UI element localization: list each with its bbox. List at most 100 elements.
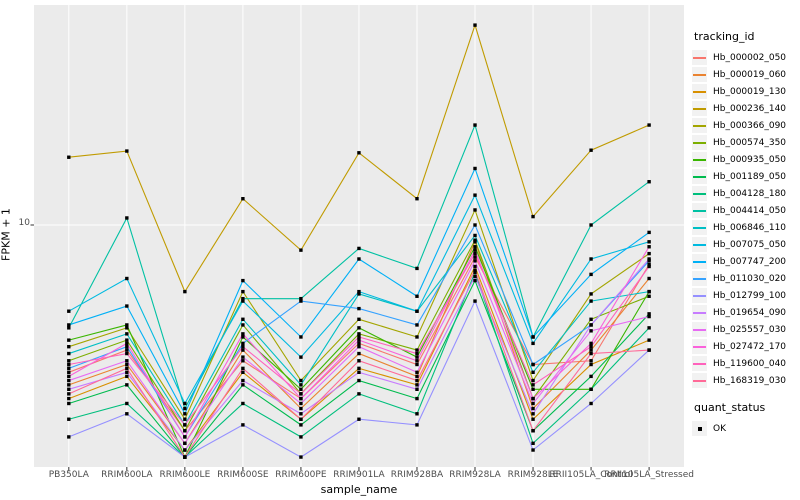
legend-label: OK bbox=[713, 423, 726, 434]
data-point bbox=[125, 338, 129, 342]
legend-label: Hb_019654_090 bbox=[713, 307, 787, 318]
legend-key bbox=[692, 169, 707, 184]
legend-key bbox=[692, 339, 707, 354]
data-point bbox=[125, 149, 129, 153]
data-point bbox=[183, 448, 187, 452]
data-point bbox=[67, 387, 71, 391]
data-point bbox=[183, 406, 187, 411]
data-point bbox=[67, 338, 71, 342]
data-point bbox=[531, 412, 535, 416]
legend-key bbox=[692, 152, 707, 167]
legend-row-Hb_000019_060: Hb_000019_060 bbox=[692, 66, 800, 83]
data-point bbox=[241, 296, 245, 301]
legend-row-Hb_119600_040: Hb_119600_040 bbox=[692, 355, 800, 372]
data-point bbox=[241, 355, 245, 359]
line-swatch-icon bbox=[693, 192, 706, 195]
data-point bbox=[357, 344, 361, 349]
data-point bbox=[589, 323, 593, 327]
data-point bbox=[473, 193, 477, 197]
data-point bbox=[241, 278, 245, 283]
data-point bbox=[589, 299, 593, 303]
data-point bbox=[473, 245, 477, 249]
line-swatch-icon bbox=[693, 345, 706, 348]
data-point bbox=[241, 197, 245, 201]
data-point bbox=[415, 323, 419, 327]
data-point bbox=[67, 309, 71, 313]
data-point bbox=[125, 344, 129, 349]
data-point bbox=[357, 341, 361, 346]
legend-label: Hb_025557_030 bbox=[713, 324, 787, 335]
legend-key bbox=[692, 271, 707, 286]
line-swatch-icon bbox=[693, 243, 706, 246]
data-point bbox=[589, 341, 593, 346]
legend-key bbox=[692, 101, 707, 116]
legend-key bbox=[692, 288, 707, 303]
data-point bbox=[473, 123, 477, 127]
data-point bbox=[531, 362, 535, 367]
data-point bbox=[647, 326, 651, 330]
line-swatch-icon bbox=[693, 107, 706, 110]
data-point bbox=[241, 323, 245, 327]
legend-key bbox=[692, 220, 707, 235]
line-swatch-icon bbox=[693, 294, 706, 297]
legend-row-quant-OK: OK bbox=[692, 420, 800, 437]
data-point bbox=[67, 417, 71, 421]
data-point bbox=[415, 423, 419, 427]
data-point bbox=[125, 323, 129, 327]
legend-row-Hb_001189_050: Hb_001189_050 bbox=[692, 168, 800, 185]
data-point bbox=[415, 362, 419, 367]
data-point bbox=[67, 383, 71, 387]
data-point bbox=[67, 396, 71, 401]
data-point bbox=[415, 294, 419, 298]
data-point bbox=[299, 378, 303, 383]
legend-key bbox=[692, 186, 707, 201]
legend-label: Hb_007075_050 bbox=[713, 239, 787, 250]
data-point bbox=[299, 423, 303, 427]
data-point bbox=[357, 326, 361, 330]
data-point bbox=[67, 370, 71, 375]
data-point bbox=[241, 289, 245, 294]
legend-row-Hb_007075_050: Hb_007075_050 bbox=[692, 236, 800, 253]
data-point bbox=[647, 257, 651, 261]
line-swatch-icon bbox=[693, 209, 706, 212]
data-point bbox=[67, 362, 71, 367]
legend-row-Hb_012799_100: Hb_012799_100 bbox=[692, 287, 800, 304]
data-point bbox=[473, 274, 477, 279]
data-point bbox=[647, 276, 651, 281]
data-point bbox=[589, 148, 593, 152]
legend-label: Hb_027472_170 bbox=[713, 341, 787, 352]
data-point bbox=[125, 374, 129, 379]
legend-label: Hb_004414_050 bbox=[713, 205, 787, 216]
data-point bbox=[67, 351, 71, 356]
data-point bbox=[647, 289, 651, 294]
data-point bbox=[589, 292, 593, 296]
data-point bbox=[589, 348, 593, 352]
line-swatch-icon bbox=[693, 328, 706, 331]
data-point bbox=[531, 341, 535, 346]
legend-key bbox=[692, 305, 707, 320]
data-point bbox=[357, 306, 361, 311]
data-point bbox=[299, 383, 303, 387]
data-point bbox=[67, 326, 71, 330]
y-axis-tick-label: 10 bbox=[18, 218, 30, 228]
x-tick-label-RRIM928BA: RRIM928BA bbox=[390, 470, 444, 480]
data-point bbox=[125, 348, 129, 352]
data-point bbox=[415, 335, 419, 339]
data-point bbox=[531, 406, 535, 411]
legend-row-Hb_000236_140: Hb_000236_140 bbox=[692, 100, 800, 117]
data-point bbox=[241, 348, 245, 352]
line-swatch-icon bbox=[693, 73, 706, 76]
legend-label: Hb_168319_030 bbox=[713, 375, 787, 386]
legend-label: Hb_006846_110 bbox=[713, 222, 787, 233]
x-axis-title: sample_name bbox=[320, 483, 398, 496]
data-point bbox=[415, 374, 419, 379]
data-point bbox=[125, 341, 129, 346]
data-point bbox=[241, 332, 245, 336]
x-tick-label-RRIM600SE: RRIM600SE bbox=[217, 470, 269, 480]
data-point bbox=[473, 248, 477, 252]
data-point bbox=[299, 401, 303, 406]
data-point bbox=[183, 417, 187, 421]
data-point bbox=[415, 309, 419, 313]
data-point bbox=[473, 166, 477, 171]
